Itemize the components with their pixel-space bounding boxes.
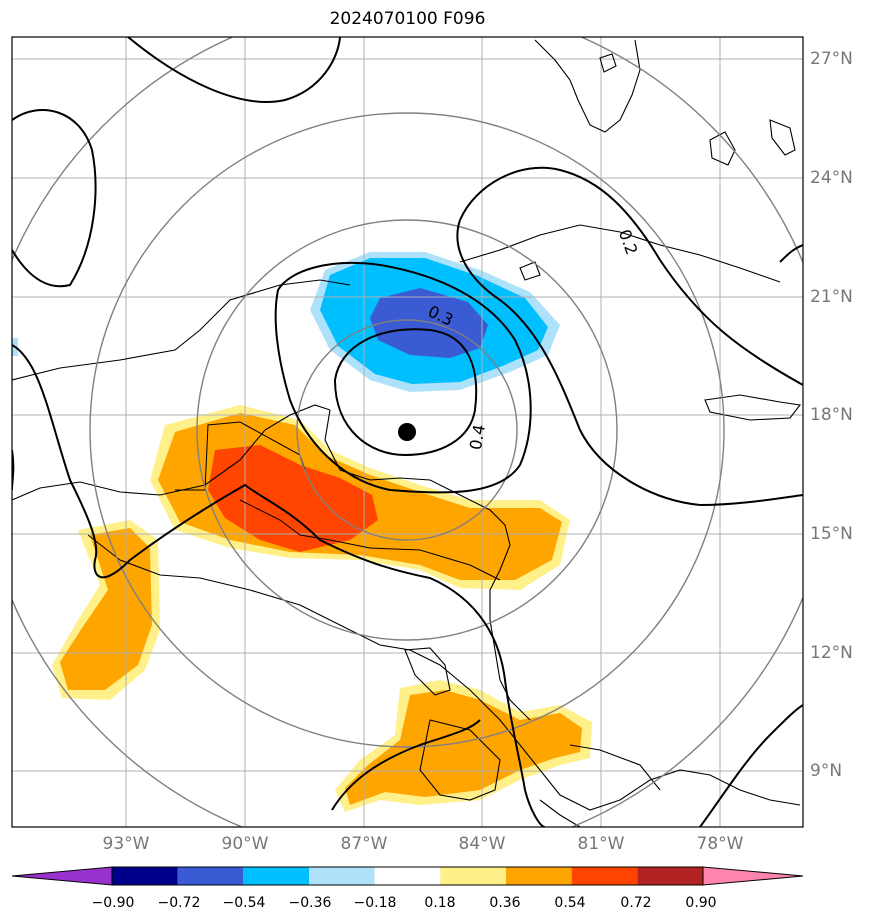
lat-label-9: 9°N bbox=[810, 761, 843, 781]
lon-label-93: 93°W bbox=[102, 834, 150, 854]
lat-label-21: 21°N bbox=[810, 287, 853, 307]
gridlines bbox=[12, 37, 803, 827]
colorbar-segment bbox=[637, 867, 703, 885]
colorbar-segment bbox=[571, 867, 638, 885]
map-content: 0.3 0.4 0.2 bbox=[12, 37, 803, 827]
colorbar-label: 0.36 bbox=[489, 895, 521, 911]
colorbar-label: 0.90 bbox=[685, 895, 717, 911]
colorbar-extend-min bbox=[11, 866, 113, 886]
colorbar-label: 0.54 bbox=[554, 895, 586, 911]
lat-label-18: 18°N bbox=[810, 405, 853, 425]
negative-anomaly-strong bbox=[370, 288, 488, 358]
colorbar-label: 0.18 bbox=[424, 895, 456, 911]
map-frame bbox=[11, 36, 804, 828]
colorbar-frame bbox=[111, 866, 704, 886]
colorbar-segment bbox=[440, 867, 506, 885]
colorbar-label: −0.18 bbox=[353, 895, 397, 911]
storm-center-dot bbox=[398, 423, 416, 441]
coastlines bbox=[12, 39, 802, 827]
lat-label-15: 15°N bbox=[810, 524, 853, 544]
colorbar-label: −0.90 bbox=[91, 895, 135, 911]
colorbar-label: 0.72 bbox=[620, 895, 652, 911]
lat-label-27: 27°N bbox=[810, 49, 853, 69]
colorbar-segment bbox=[177, 867, 244, 885]
map-title: 2024070100 F096 bbox=[329, 9, 486, 29]
lat-label-12: 12°N bbox=[810, 643, 853, 663]
colorbar-segment bbox=[243, 867, 309, 885]
colorbar-label: −0.72 bbox=[157, 895, 201, 911]
colorbar-segment bbox=[374, 867, 441, 885]
colorbar-extend-max bbox=[702, 866, 804, 886]
lat-label-24: 24°N bbox=[810, 168, 853, 188]
lon-label-81: 81°W bbox=[577, 834, 625, 854]
colorbar-label: −0.36 bbox=[288, 895, 332, 911]
colorbar bbox=[11, 866, 804, 886]
contour-label-0.4: 0.4 bbox=[466, 423, 489, 451]
colorbar-segment bbox=[309, 867, 375, 885]
lon-label-84: 84°W bbox=[458, 834, 506, 854]
contour-label-0.2: 0.2 bbox=[615, 227, 642, 257]
colorbar-label: −0.54 bbox=[222, 895, 266, 911]
colorbar-segment bbox=[506, 867, 572, 885]
lon-label-78: 78°W bbox=[696, 834, 744, 854]
positive-anomaly-orange bbox=[60, 413, 582, 805]
positive-anomaly-core bbox=[208, 445, 378, 552]
colorbar-segment bbox=[112, 867, 178, 885]
lon-label-87: 87°W bbox=[340, 834, 388, 854]
lon-label-90: 90°W bbox=[221, 834, 269, 854]
range-rings bbox=[12, 37, 803, 827]
